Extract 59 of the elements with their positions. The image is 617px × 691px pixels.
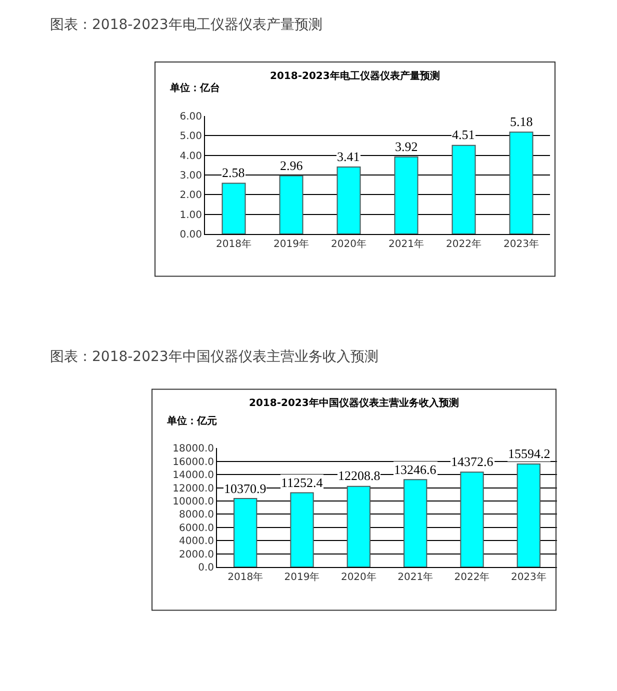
bar	[394, 156, 418, 234]
data-label: 11252.4	[281, 475, 324, 490]
data-label: 15594.2	[508, 446, 550, 461]
y-tick-label: 14000.0	[172, 470, 214, 482]
y-tick-label: 4.00	[180, 150, 202, 162]
x-tick-label: 2022年	[454, 571, 490, 584]
data-label: 2.96	[280, 158, 304, 173]
x-tick-label: 2020年	[331, 238, 366, 250]
bar	[516, 464, 540, 568]
bar	[234, 498, 258, 568]
y-tick-label: 4000.0	[179, 536, 214, 548]
data-label: 12208.8	[338, 468, 380, 483]
y-tick-label: 0.0	[198, 562, 214, 574]
data-label: 3.41	[337, 149, 360, 164]
chart-title: 2018-2023年电工仪器仪表产量预测	[270, 70, 440, 82]
y-tick-label: 1.00	[180, 210, 202, 221]
x-tick-label: 2019年	[274, 238, 309, 250]
x-tick-label: 2019年	[284, 571, 320, 584]
bar	[290, 492, 314, 568]
y-tick-label: 8000.0	[179, 510, 214, 521]
y-tick-label: 5.00	[180, 131, 202, 142]
y-tick-label: 10000.0	[172, 496, 214, 508]
chart-title: 2018-2023年中国仪器仪表主营业务收入预测	[249, 397, 459, 409]
data-label: 13246.6	[394, 462, 437, 477]
y-tick-label: 2.00	[180, 190, 202, 202]
y-tick-label: 12000.0	[172, 483, 214, 494]
y-tick-label: 6000.0	[179, 522, 214, 534]
data-label: 10370.9	[224, 481, 266, 496]
data-label: 14372.6	[451, 454, 494, 469]
y-tick-label: 16000.0	[172, 456, 214, 468]
y-tick-label: 0.00	[180, 229, 202, 240]
bar	[346, 486, 370, 568]
x-tick-label: 2022年	[446, 238, 482, 250]
bar	[336, 166, 361, 234]
x-tick-label: 2021年	[398, 571, 434, 584]
x-tick-label: 2023年	[504, 238, 539, 250]
y-tick-label: 3.00	[180, 170, 202, 182]
bar	[279, 175, 304, 234]
x-tick-label: 2020年	[340, 571, 376, 584]
data-label: 2.58	[222, 165, 245, 180]
bar	[452, 144, 476, 234]
x-tick-label: 2023年	[510, 571, 546, 584]
data-label: 5.18	[510, 114, 533, 129]
bar	[509, 132, 534, 234]
bar	[460, 472, 484, 568]
y-axis-title: 单位：亿台	[169, 82, 220, 94]
bar	[222, 182, 246, 234]
bar	[404, 479, 428, 568]
y-axis-title: 单位：亿元	[166, 415, 217, 427]
y-tick-label: 18000.0	[172, 444, 214, 455]
y-tick-label: 6.00	[180, 112, 202, 123]
text: 图表：2018-2023年电工仪器仪表产量预测	[50, 17, 322, 33]
x-tick-label: 2018年	[228, 571, 264, 584]
data-label: 4.51	[452, 127, 475, 142]
text: 图表：2018-2023年中国仪器仪表主营业务收入预测	[50, 349, 378, 365]
data-label: 3.92	[395, 139, 418, 154]
x-tick-label: 2021年	[388, 238, 424, 250]
x-tick-label: 2018年	[216, 238, 252, 250]
y-tick-label: 2000.0	[179, 549, 214, 560]
